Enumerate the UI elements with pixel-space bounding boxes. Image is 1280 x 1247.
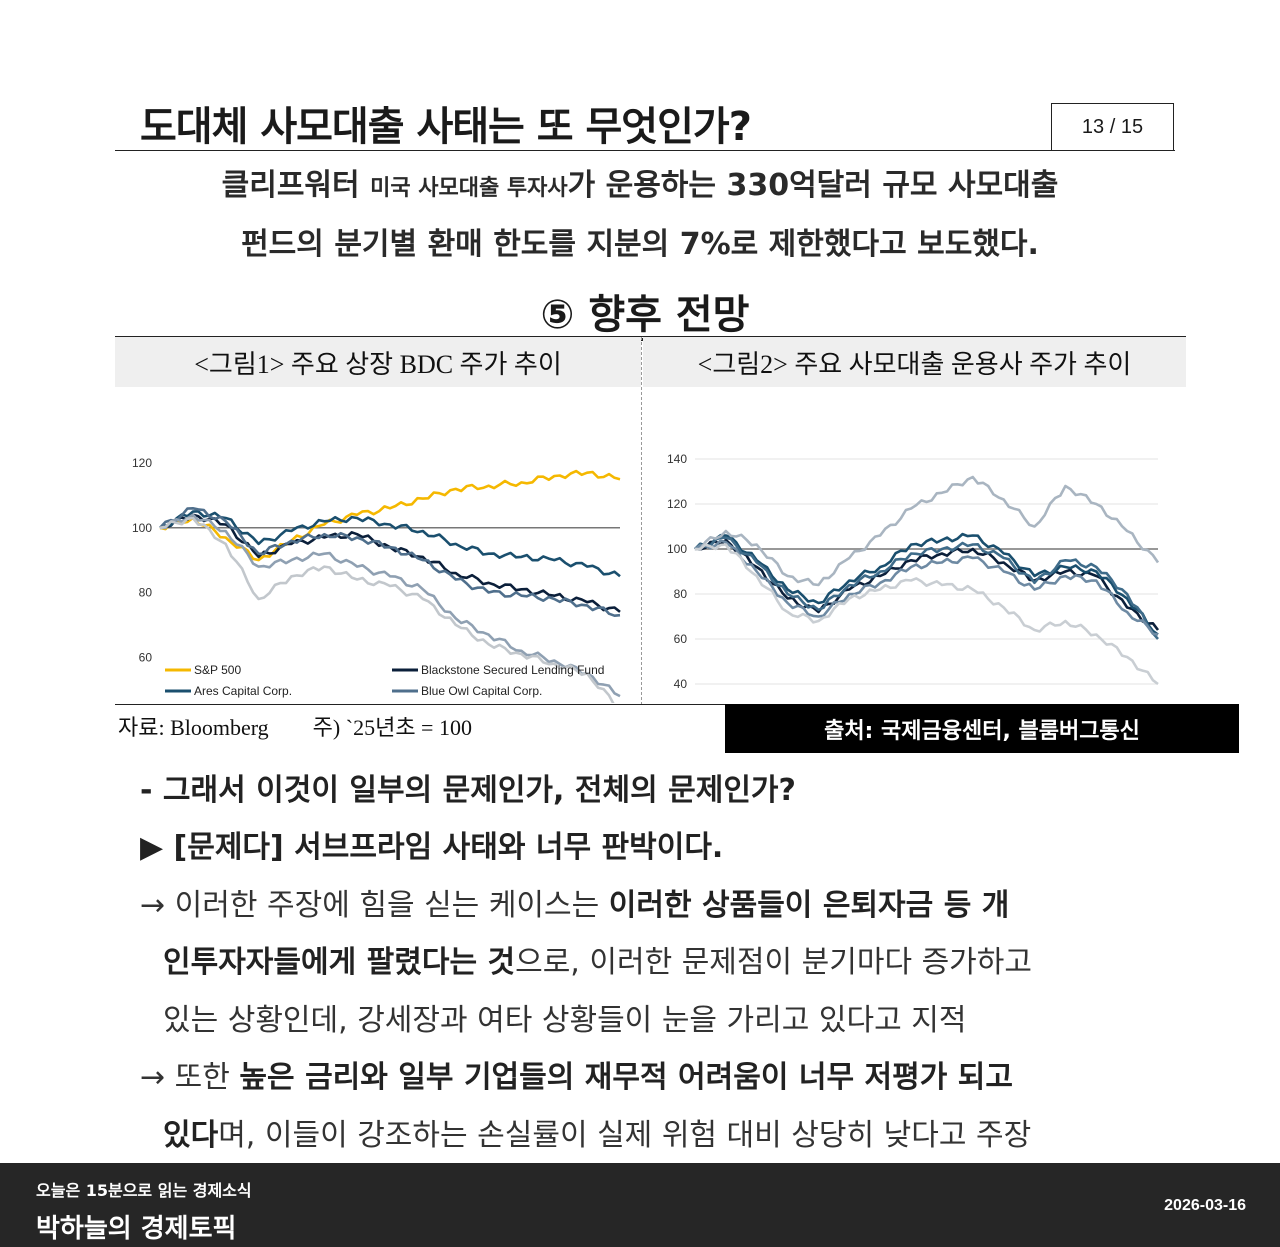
y-tick-label: 40 xyxy=(674,677,688,691)
page-number-badge: 13 / 15 xyxy=(1051,103,1174,151)
body-line-3-b: 이러한 상품들이 은퇴자금 등 개 xyxy=(608,888,1010,923)
y-tick-label: 140 xyxy=(667,452,687,466)
figure-2-chart: 20406080100120140Dec-24Mar-25Jun-25Sep-2… xyxy=(667,452,1160,749)
body-line-3: → 이러한 주장에 힘을 싣는 케이스는 이러한 상품들이 은퇴자금 등 개 xyxy=(140,880,1009,924)
y-tick-label: 80 xyxy=(674,587,688,601)
intro-line-1-a: 클리프워터 xyxy=(221,168,360,203)
series-line xyxy=(695,475,1160,587)
series-line xyxy=(694,543,1159,686)
intro-line-2: 펀드의 분기별 환매 한도를 지분의 7%로 제한했다고 보도했다. xyxy=(241,227,1039,262)
y-tick-label: 60 xyxy=(674,632,688,646)
charts-bottom-rule xyxy=(115,704,1186,705)
footer-subtitle: 오늘은 15분으로 읽는 경제소식 xyxy=(36,1181,252,1200)
series-line xyxy=(159,513,621,698)
body-line-question: - 그래서 이것이 일부의 문제인가, 전체의 문제인가? xyxy=(140,765,796,809)
y-tick-label: 120 xyxy=(132,456,152,470)
y-tick-label: 100 xyxy=(667,542,687,556)
body-line-6-a: → 또한 xyxy=(140,1060,240,1095)
footer-bar: 오늘은 15분으로 읽는 경제소식 박하늘의 경제토픽 2026-03-16 xyxy=(0,1163,1280,1247)
body-line-question-text: - 그래서 이것이 일부의 문제인가, 전체의 문제인가? xyxy=(140,773,796,808)
body-line-claim: ▶ [문제다] 서브프라임 사태와 너무 판박이다. xyxy=(140,822,723,866)
body-line-4-b: 으로, 이러한 문제점이 분기마다 증가하고 xyxy=(515,945,1032,980)
series-line xyxy=(694,539,1159,636)
intro-line-1-note: 미국 사모대출 투자사 xyxy=(370,176,568,201)
figure-2-panel: <그림2> 주요 사모대출 운용사 주가 추이 2040608010012014… xyxy=(643,337,1186,749)
body-line-6-b: 높은 금리와 일부 기업들의 재무적 어려움이 너무 저평가 되고 xyxy=(239,1060,1013,1095)
y-tick-label: 100 xyxy=(132,521,152,535)
footer-brand: 박하늘의 경제토픽 xyxy=(36,1214,237,1244)
series-line xyxy=(159,510,621,578)
footer-date: 2026-03-16 xyxy=(1164,1197,1246,1214)
legend-label: Blackstone Secured Lending Fund xyxy=(421,663,604,677)
body-line-6: → 또한 높은 금리와 일부 기업들의 재무적 어려움이 너무 저평가 되고 xyxy=(140,1052,1013,1096)
source-credit: 출처: 국제금융센터, 블룸버그통신 xyxy=(725,704,1239,753)
body-line-4-a: 인투자자들에게 팔렸다는 것 xyxy=(163,945,516,980)
body-line-3-a: → 이러한 주장에 힘을 싣는 케이스는 xyxy=(140,888,609,923)
body-line-5: 있는 상황인데, 강세장과 여타 상황들이 눈을 가리고 있다고 지적 xyxy=(163,1003,967,1038)
legend-label: Ares Capital Corp. xyxy=(194,684,292,698)
series-line xyxy=(159,516,621,711)
section-title: ⑤ 향후 전망 xyxy=(0,282,1280,341)
y-tick-label: 80 xyxy=(139,586,153,600)
body-line-7-a: 있다 xyxy=(163,1118,219,1153)
source-note: 자료: Bloomberg 주) `25년초 = 100 xyxy=(118,715,472,740)
intro-line-1: 클리프워터 미국 사모대출 투자사가 운용하는 330억달러 규모 사모대출 xyxy=(0,160,1280,204)
legend-label: Blue Owl Capital Corp. xyxy=(421,684,542,698)
body-line-7-b: 며, 이들이 강조하는 손실률이 실제 위험 대비 상당히 낮다고 주장 xyxy=(218,1118,1032,1153)
y-tick-label: 120 xyxy=(667,497,687,511)
figure-divider xyxy=(641,337,642,705)
series-line xyxy=(694,532,1159,636)
legend-label: S&P 500 xyxy=(194,663,241,677)
figure-1-panel: <그림1> 주요 상장 BDC 주가 추이 406080100120Jan-25… xyxy=(115,337,641,742)
body-line-7: 있다며, 이들이 강조하는 손실률이 실제 위험 대비 상당히 낮다고 주장 xyxy=(163,1110,1031,1154)
title-underline xyxy=(115,150,1175,151)
body-line-claim-text: ▶ [문제다] 서브프라임 사태와 너무 판박이다. xyxy=(140,830,724,865)
figure-1-chart: 406080100120Jan-25Apr-25Jul-25Oct-25Jan-… xyxy=(132,456,621,742)
series-line xyxy=(694,536,1159,640)
y-tick-label: 60 xyxy=(139,650,153,664)
charts-top-rule xyxy=(115,336,1186,337)
figure-2-caption: <그림2> 주요 사모대출 운용사 주가 추이 xyxy=(643,337,1186,387)
series-line xyxy=(159,507,621,617)
body-line-4: 인투자자들에게 팔렸다는 것으로, 이러한 문제점이 분기마다 증가하고 xyxy=(163,937,1032,981)
figure-1-caption: <그림1> 주요 상장 BDC 주가 추이 xyxy=(115,337,641,387)
intro-line-1-b: 가 운용하는 330억달러 규모 사모대출 xyxy=(567,168,1059,203)
page-title: 도대체 사모대출 사태는 또 무엇인가? xyxy=(140,104,752,150)
section-title-text: ⑤ 향후 전망 xyxy=(540,292,750,341)
series-line xyxy=(159,469,621,562)
